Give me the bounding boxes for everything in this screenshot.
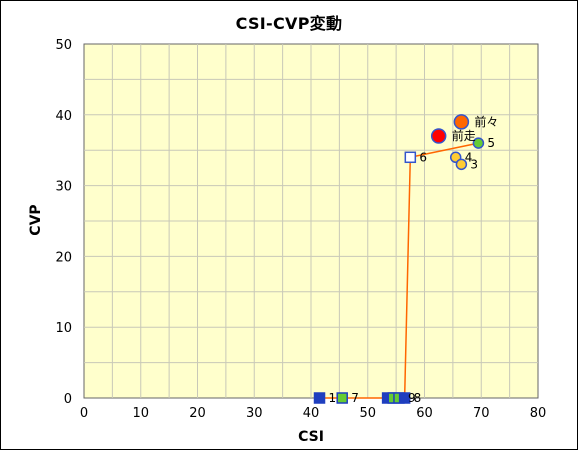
data-point: [313, 392, 326, 404]
point-label: 4: [465, 150, 473, 164]
x-tick-label: 80: [530, 406, 547, 421]
point-label: 3: [470, 157, 478, 171]
point-label: 6: [419, 150, 427, 164]
data-point: [453, 114, 470, 130]
x-tick-label: 70: [473, 406, 490, 421]
data-point: [404, 151, 417, 164]
point-label: 9: [408, 391, 416, 405]
y-tick-label: 30: [55, 180, 72, 195]
y-tick-label: 0: [64, 392, 72, 407]
x-tick-label: 60: [416, 406, 433, 421]
x-tick-label: 40: [303, 406, 320, 421]
data-point: [398, 392, 411, 404]
y-tick-label: 40: [55, 109, 72, 124]
x-tick-label: 30: [246, 406, 263, 421]
point-label: 5: [487, 136, 495, 150]
ticks: 0 10 20 30 40 50 60 70 80 0 10 20 30 40 50: [55, 38, 546, 421]
data-point: [472, 137, 485, 149]
x-tick-label: 50: [359, 406, 376, 421]
y-tick-label: 10: [55, 321, 72, 336]
data-point: [336, 392, 348, 404]
point-label: 7: [351, 391, 359, 405]
point-label: 前々: [474, 114, 498, 129]
y-tick-label: 50: [55, 38, 72, 53]
grid: [83, 43, 539, 399]
x-tick-label: 10: [132, 406, 149, 421]
x-tick-label: 20: [189, 406, 206, 421]
chart-title: CSI-CVP変動: [235, 14, 343, 33]
data-point: [430, 128, 447, 144]
y-axis-title: CVP: [28, 204, 44, 235]
data-point: [455, 158, 468, 171]
point-label: 1: [329, 391, 337, 405]
x-axis-title: CSI: [298, 429, 324, 445]
point-label: 前走: [452, 128, 476, 143]
y-tick-label: 20: [55, 250, 72, 265]
x-tick-label: 0: [80, 406, 88, 421]
point-label: 8: [414, 391, 422, 405]
